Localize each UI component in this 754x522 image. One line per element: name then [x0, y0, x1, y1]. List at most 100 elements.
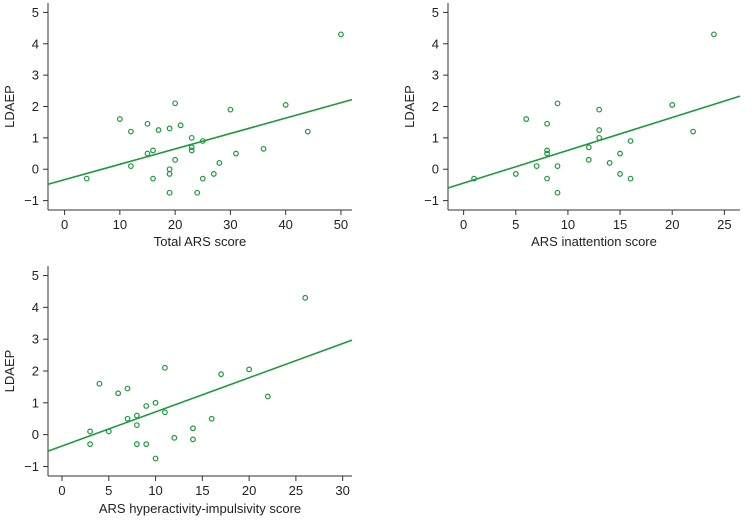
data-point [544, 120, 550, 127]
x-tick-label: 10 [148, 483, 162, 498]
data-point [128, 163, 134, 169]
data-point [188, 134, 195, 141]
y-tick-label: 2 [32, 364, 39, 379]
x-tick-label: 50 [334, 217, 348, 232]
y-tick-label: 0 [32, 427, 39, 442]
y-tick-label: 1 [32, 395, 39, 410]
data-point [627, 175, 634, 182]
x-axis-label: ARS inattention score [531, 234, 657, 249]
y-tick-label: −1 [24, 193, 39, 208]
data-point [338, 31, 344, 38]
data-point [246, 366, 253, 373]
y-tick-label: 0 [32, 162, 39, 177]
data-point [190, 436, 196, 443]
data-point [554, 163, 561, 169]
data-point [544, 175, 550, 182]
data-point [166, 189, 173, 196]
data-point [162, 409, 168, 416]
data-point [87, 441, 93, 448]
data-point [554, 100, 561, 107]
data-point [512, 171, 519, 177]
data-point [124, 415, 131, 422]
y-tick-label: 2 [432, 99, 439, 114]
data-point [617, 150, 623, 157]
y-tick-label: 2 [32, 99, 39, 114]
data-point [172, 156, 179, 163]
data-point [133, 441, 140, 448]
data-point [216, 160, 223, 166]
scatter-panel-2: −1 0 1 2 3 4 5 0 5 10 15 20 25 ARS inattention score L… [402, 3, 741, 249]
data-point [596, 106, 603, 113]
data-point [669, 102, 676, 108]
data-point [105, 428, 112, 435]
data-point [218, 371, 224, 378]
data-point [96, 380, 103, 387]
x-axis-label: ARS hyperactivity-impulsivity score [99, 501, 301, 516]
x-tick-label: 20 [242, 483, 256, 498]
x-tick-label: 15 [613, 217, 627, 232]
y-axis-label: LDAEP [2, 350, 17, 393]
data-point [143, 441, 150, 448]
data-point [124, 385, 131, 392]
x-tick-label: 15 [195, 483, 209, 498]
y-tick-label: 4 [32, 36, 39, 51]
data-point [523, 116, 530, 122]
x-tick-label: 25 [717, 217, 731, 232]
scatter-panel-3: −1 0 1 2 3 4 5 0 5 10 15 20 25 30 ARS hyperactivity-im… [2, 266, 353, 516]
data-point [617, 171, 623, 177]
x-tick-label: 25 [289, 483, 303, 498]
x-tick-label: 10 [113, 217, 127, 232]
y-tick-label: −1 [424, 193, 439, 208]
y-axis-label: LDAEP [2, 85, 17, 128]
data-point [585, 156, 592, 163]
data-point [690, 128, 696, 135]
y-axis-label: LDAEP [402, 85, 417, 128]
data-point [166, 171, 173, 177]
data-point [227, 106, 234, 113]
data-point [143, 403, 150, 409]
data-point [87, 428, 93, 435]
data-point [155, 127, 162, 133]
x-tick-label: 20 [665, 217, 679, 232]
y-tick-label: 3 [32, 68, 39, 83]
x-tick-label: 30 [223, 217, 237, 232]
data-point [544, 147, 550, 154]
data-point [554, 189, 561, 196]
data-point [144, 150, 151, 157]
x-tick-label: 0 [61, 217, 68, 232]
regression-line [47, 98, 353, 186]
data-point [711, 31, 717, 38]
data-point [133, 422, 140, 428]
data-point [152, 399, 159, 406]
data-point [188, 147, 195, 154]
data-point [533, 163, 540, 169]
data-point [233, 150, 239, 157]
y-tick-label: 5 [32, 268, 39, 283]
data-point [199, 175, 206, 182]
data-point [162, 364, 168, 371]
data-point [194, 189, 201, 196]
x-tick-label: 40 [278, 217, 292, 232]
x-tick-label: 5 [105, 483, 112, 498]
x-tick-label: 0 [58, 483, 65, 498]
data-point [544, 150, 550, 157]
regression-line [47, 339, 353, 452]
data-point [152, 455, 159, 462]
x-tick-label: 30 [335, 483, 349, 498]
y-tick-label: 5 [32, 5, 39, 20]
data-point [172, 100, 179, 107]
data-point [199, 138, 206, 144]
data-point [585, 144, 592, 151]
data-point [128, 128, 134, 135]
regression-line [447, 95, 741, 189]
data-point [260, 145, 267, 152]
data-point [596, 127, 603, 133]
y-tick-label: 3 [432, 68, 439, 83]
x-tick-label: 10 [561, 217, 575, 232]
y-tick-label: 3 [32, 332, 39, 347]
data-point [210, 171, 217, 177]
y-tick-label: 1 [32, 130, 39, 145]
x-tick-label: 20 [168, 217, 182, 232]
y-tick-label: −1 [24, 459, 39, 474]
